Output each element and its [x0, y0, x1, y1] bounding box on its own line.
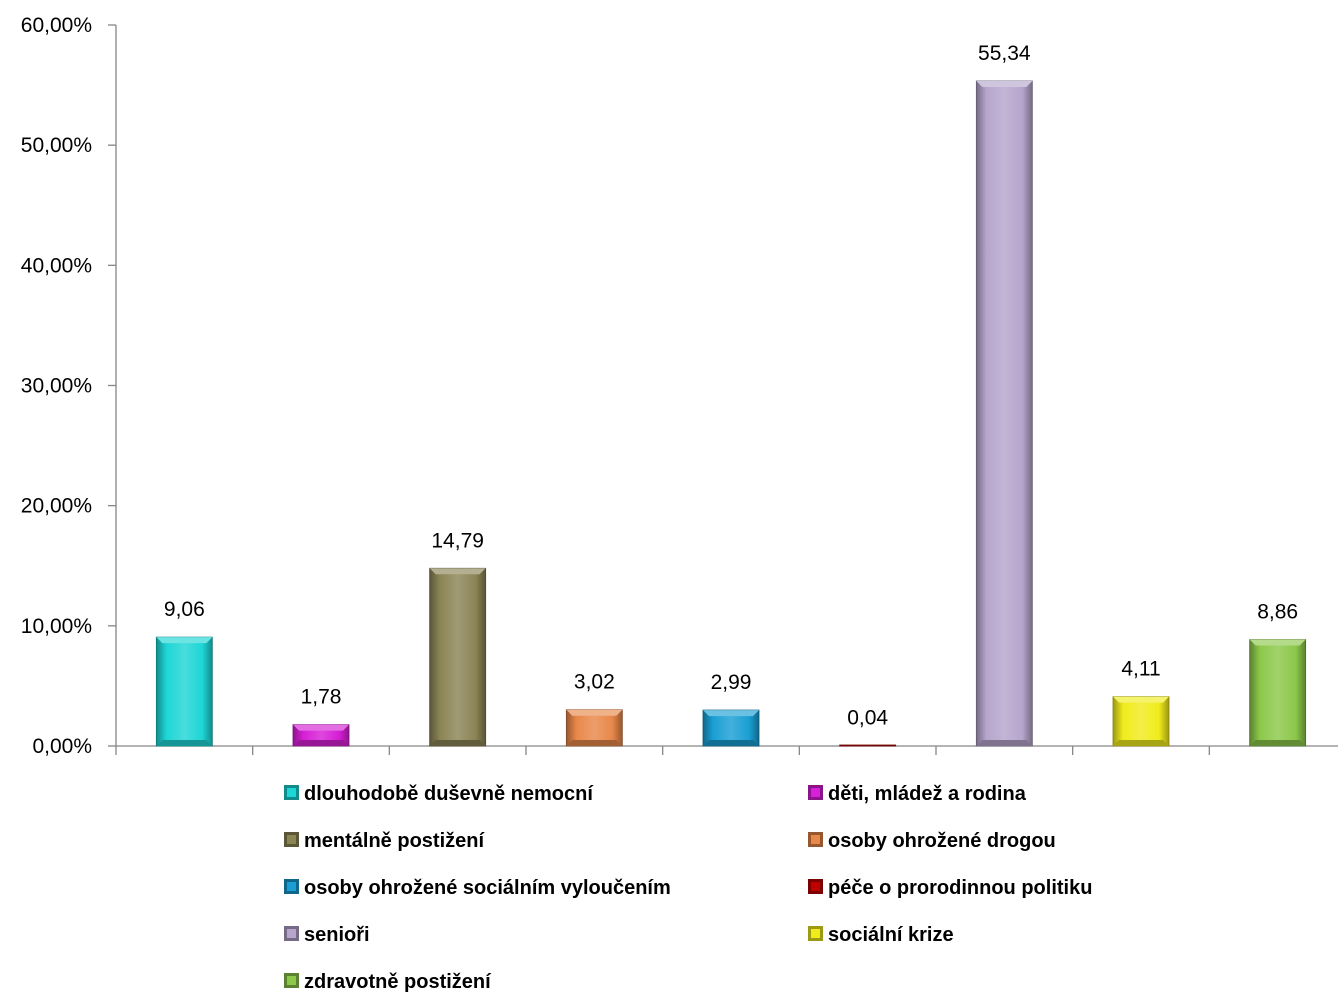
y-tick-label: 60,00%: [21, 14, 92, 37]
axes: 0,00% 10,00% 20,00% 30,00% 40,00% 50,00% 60,00…: [21, 14, 1338, 758]
data-label: 14,79: [431, 529, 484, 552]
bar: [429, 567, 487, 747]
legend-swatch-inner: [811, 929, 820, 938]
bar-body: [975, 80, 1033, 747]
bar-body: [1112, 696, 1170, 747]
legend-item: péče o prorodinnou politiku: [808, 877, 1092, 899]
legend-swatch-inner: [287, 882, 296, 891]
legend-swatch-inner: [287, 929, 296, 938]
bar: [702, 709, 760, 747]
bar-bevel-bottom: [566, 740, 623, 746]
data-label: 3,02: [574, 671, 615, 694]
legend-label: osoby ohrožené sociálním vyloučením: [304, 877, 671, 899]
bar-bevel-top: [1249, 639, 1306, 646]
legend-swatch-inner: [811, 882, 820, 891]
legend-item: dlouhodobě duševně nemocní: [284, 783, 594, 805]
y-tick-label: 10,00%: [21, 615, 92, 638]
bar-bevel-top: [293, 724, 349, 731]
bar-bevel-top: [566, 709, 623, 716]
bar: [839, 744, 897, 747]
legend-label: sociální krize: [828, 924, 954, 946]
legend-label: dlouhodobě duševně nemocní: [304, 783, 594, 805]
legend-label: péče o prorodinnou politiku: [828, 877, 1092, 899]
bar-bevel-bottom: [156, 740, 213, 746]
bar-body: [839, 744, 897, 747]
data-label: 4,11: [1121, 658, 1160, 681]
bar: [565, 709, 623, 747]
bar-body: [155, 636, 213, 747]
legend-item: mentálně postižení: [284, 830, 485, 852]
legend-item: sociální krize: [808, 924, 954, 946]
y-tick-label: 50,00%: [21, 134, 92, 157]
bar: [292, 724, 350, 747]
legend-item: děti, mládež a rodina: [808, 783, 1027, 805]
bar-bevel-bottom: [703, 740, 759, 746]
legend-swatch-inner: [287, 835, 296, 844]
legend-swatch-inner: [811, 788, 820, 797]
bar: [1249, 639, 1307, 747]
legend-label: zdravotně postižení: [304, 971, 492, 993]
legend: dlouhodobě duševně nemocní děti, mládež a…: [284, 783, 1092, 993]
bar-bevel-bottom: [293, 740, 349, 746]
bar-body: [1249, 639, 1307, 747]
data-label: 9,06: [164, 598, 205, 621]
bar-bevel-top: [156, 637, 213, 644]
bar-bevel-bottom: [1113, 740, 1169, 746]
legend-label: osoby ohrožené drogou: [828, 830, 1056, 852]
y-tick-label: 40,00%: [21, 254, 92, 277]
legend-item: senioři: [284, 924, 370, 946]
legend-item: zdravotně postižení: [284, 971, 492, 993]
data-label: 1,78: [301, 686, 342, 709]
bar-bevel-bottom: [429, 740, 486, 746]
data-labels: 9,06 1,78 14,79 3,02 2,99 0,04 55,34 4,11 8,86: [164, 42, 1298, 730]
bar-bevel-top: [1113, 696, 1169, 703]
bar-bevel-bottom: [976, 740, 1033, 746]
legend-item: osoby ohrožené drogou: [808, 830, 1056, 852]
bar: [1112, 696, 1170, 747]
legend-swatch-inner: [811, 835, 820, 844]
data-label: 0,04: [847, 707, 888, 730]
data-label: 55,34: [978, 42, 1031, 65]
bar-bevel-top: [429, 568, 486, 575]
bars: [155, 80, 1307, 747]
legend-label: mentálně postižení: [304, 830, 485, 852]
legend-swatch-inner: [287, 788, 296, 797]
bar: [155, 636, 213, 747]
legend-swatch-inner: [287, 976, 296, 985]
bar-bevel-top: [703, 710, 759, 717]
bar-body: [565, 709, 623, 747]
y-tick-label: 0,00%: [32, 735, 92, 758]
data-label: 8,86: [1257, 601, 1298, 624]
legend-item: osoby ohrožené sociálním vyloučením: [284, 877, 671, 899]
bar: [975, 80, 1033, 747]
y-tick-label: 30,00%: [21, 375, 92, 398]
bar-body: [429, 567, 487, 747]
bar-bevel-bottom: [1249, 740, 1306, 746]
data-label: 2,99: [711, 671, 752, 694]
legend-label: senioři: [304, 924, 370, 946]
y-tick-label: 20,00%: [21, 495, 92, 518]
legend-label: děti, mládež a rodina: [828, 783, 1027, 805]
bar-bevel-top: [976, 80, 1033, 87]
